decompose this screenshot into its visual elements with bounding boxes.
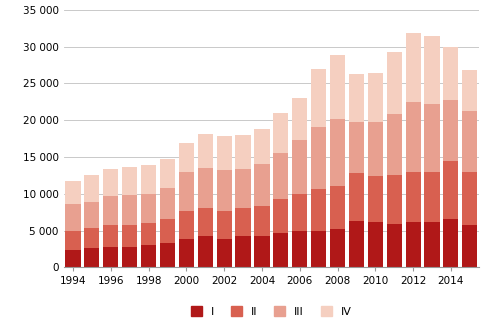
Bar [443, 219, 458, 267]
Bar [291, 98, 306, 140]
Bar [424, 222, 439, 267]
Bar [424, 36, 439, 104]
Bar [84, 228, 99, 248]
Bar [405, 33, 420, 102]
Bar [329, 55, 345, 119]
Bar [235, 135, 250, 169]
Bar [386, 224, 401, 267]
Bar [405, 102, 420, 172]
Bar [254, 206, 269, 236]
Bar [160, 188, 175, 219]
Bar [424, 172, 439, 222]
Bar [348, 122, 363, 173]
Bar [122, 247, 137, 267]
Bar [254, 236, 269, 267]
Bar [291, 194, 306, 231]
Bar [367, 176, 382, 222]
Bar [310, 230, 325, 267]
Bar [103, 196, 118, 225]
Bar [405, 172, 420, 222]
Bar [443, 100, 458, 161]
Bar [461, 172, 476, 225]
Bar [160, 219, 175, 243]
Bar [273, 233, 288, 267]
Legend: I, II, III, IV: I, II, III, IV [191, 306, 351, 317]
Bar [367, 73, 382, 122]
Bar [386, 114, 401, 175]
Bar [329, 229, 345, 267]
Bar [329, 119, 345, 185]
Bar [461, 225, 476, 267]
Bar [367, 122, 382, 176]
Bar [84, 202, 99, 228]
Bar [84, 248, 99, 267]
Bar [461, 111, 476, 172]
Bar [141, 165, 156, 194]
Bar [310, 69, 325, 127]
Bar [160, 243, 175, 267]
Bar [235, 208, 250, 236]
Bar [65, 230, 81, 250]
Bar [329, 185, 345, 229]
Bar [424, 104, 439, 172]
Bar [197, 208, 212, 236]
Bar [235, 169, 250, 208]
Bar [65, 181, 81, 204]
Bar [273, 199, 288, 233]
Bar [179, 239, 194, 267]
Bar [197, 236, 212, 267]
Bar [348, 74, 363, 122]
Bar [235, 236, 250, 267]
Bar [179, 143, 194, 172]
Bar [103, 225, 118, 247]
Bar [122, 195, 137, 225]
Bar [179, 211, 194, 239]
Bar [65, 204, 81, 230]
Bar [84, 175, 99, 202]
Bar [103, 247, 118, 267]
Bar [179, 172, 194, 211]
Bar [386, 52, 401, 114]
Bar [216, 170, 231, 211]
Bar [254, 164, 269, 206]
Bar [65, 250, 81, 267]
Bar [122, 167, 137, 195]
Bar [405, 222, 420, 267]
Bar [103, 169, 118, 196]
Bar [273, 153, 288, 199]
Bar [160, 159, 175, 188]
Bar [310, 127, 325, 189]
Bar [291, 231, 306, 267]
Bar [348, 221, 363, 267]
Bar [197, 134, 212, 168]
Bar [367, 222, 382, 267]
Bar [216, 136, 231, 170]
Bar [141, 245, 156, 267]
Bar [443, 47, 458, 100]
Bar [291, 140, 306, 194]
Bar [273, 113, 288, 153]
Bar [141, 194, 156, 223]
Bar [254, 129, 269, 164]
Bar [386, 175, 401, 224]
Bar [443, 161, 458, 219]
Bar [197, 168, 212, 208]
Bar [216, 239, 231, 267]
Bar [141, 223, 156, 245]
Bar [348, 173, 363, 221]
Bar [216, 211, 231, 239]
Bar [461, 70, 476, 111]
Bar [122, 225, 137, 247]
Bar [310, 189, 325, 230]
